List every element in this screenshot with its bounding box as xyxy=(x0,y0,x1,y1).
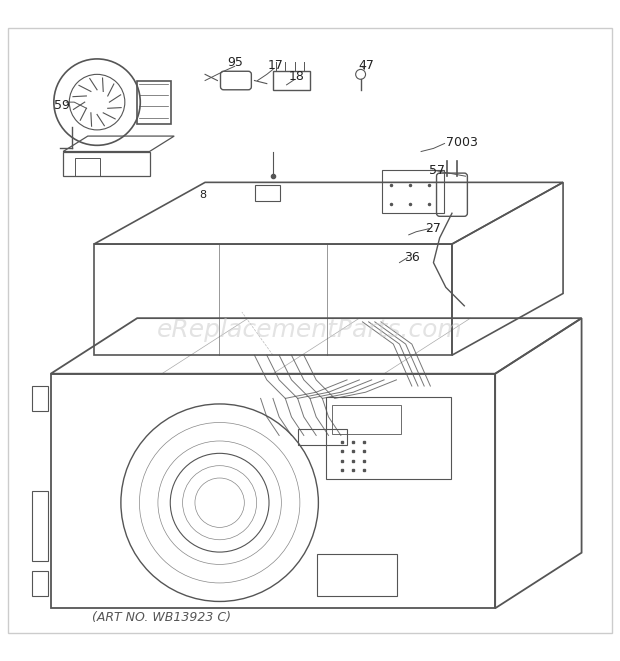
Bar xyxy=(317,554,397,596)
Text: 57: 57 xyxy=(428,163,445,176)
Bar xyxy=(32,571,48,596)
Text: 7003: 7003 xyxy=(446,136,477,149)
Bar xyxy=(32,491,48,561)
Bar xyxy=(255,186,280,201)
Text: eReplacementParts.com: eReplacementParts.com xyxy=(157,319,463,342)
Text: 18: 18 xyxy=(288,69,304,83)
Text: 95: 95 xyxy=(227,56,242,69)
Text: 36: 36 xyxy=(404,251,420,264)
Text: 47: 47 xyxy=(359,59,374,71)
Bar xyxy=(298,429,347,445)
Bar xyxy=(382,170,444,214)
Bar xyxy=(137,81,171,124)
Bar xyxy=(76,158,100,176)
Text: 27: 27 xyxy=(425,222,441,235)
Bar xyxy=(273,71,310,90)
Text: 8: 8 xyxy=(199,190,206,200)
Text: 17: 17 xyxy=(268,59,284,71)
Bar xyxy=(326,397,451,479)
Bar xyxy=(332,405,401,434)
Text: (ART NO. WB13923 C): (ART NO. WB13923 C) xyxy=(92,611,231,624)
Text: 59: 59 xyxy=(54,98,70,112)
Bar xyxy=(32,386,48,410)
